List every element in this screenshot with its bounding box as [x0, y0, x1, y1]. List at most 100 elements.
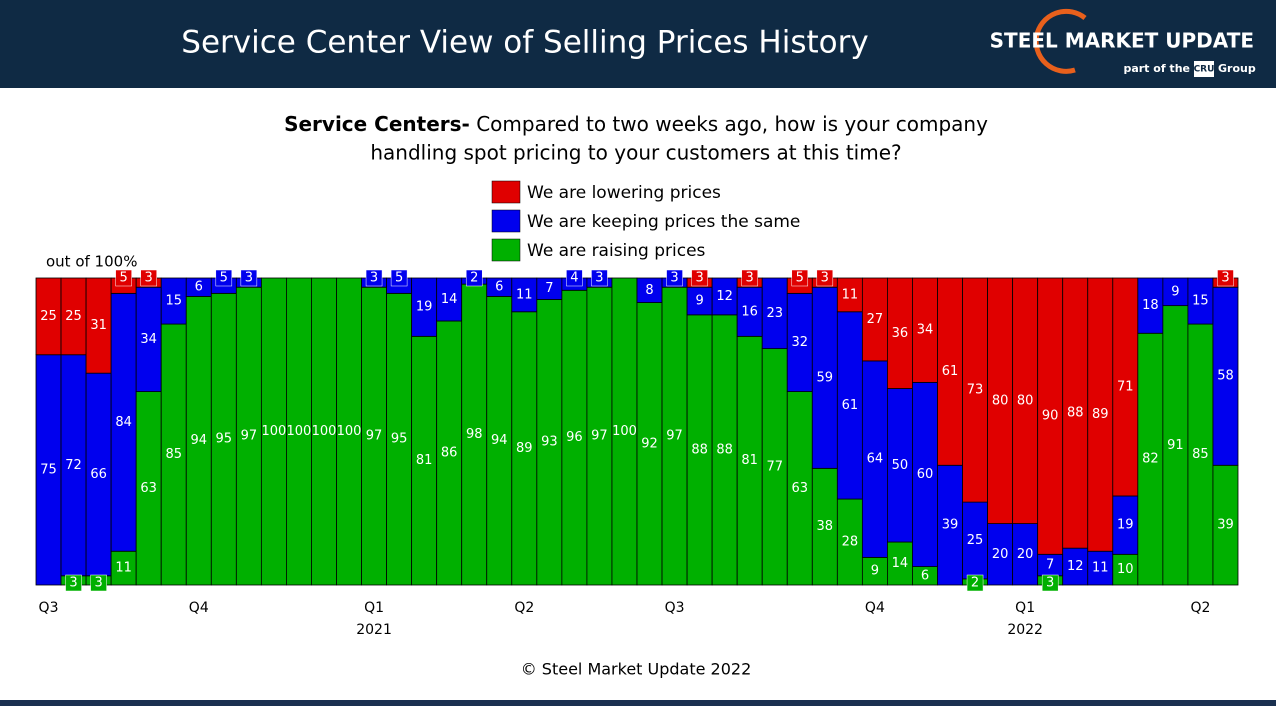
value-label: 98 — [466, 427, 483, 442]
bar-segment — [962, 501, 988, 580]
value-label: 63 — [791, 481, 808, 496]
label-box — [365, 269, 383, 287]
x-tick-label: Q3 — [665, 600, 685, 616]
label-box — [115, 269, 132, 287]
value-label: 3 — [245, 271, 253, 286]
bar-segment — [887, 277, 913, 389]
value-label: 36 — [892, 326, 909, 341]
value-label: 39 — [942, 518, 959, 533]
value-label: 3 — [145, 271, 153, 286]
bar-segment — [35, 354, 62, 586]
value-label: 28 — [842, 535, 859, 550]
value-label: 80 — [992, 393, 1009, 408]
bar-segment — [937, 277, 963, 466]
bar-segment — [836, 277, 863, 313]
bar-segment — [436, 277, 463, 322]
value-label: 75 — [40, 462, 57, 477]
bar-segment — [311, 277, 337, 586]
value-label: 100 — [261, 424, 286, 439]
bar-segment — [260, 277, 287, 586]
value-label: 94 — [491, 433, 508, 448]
value-label: 63 — [140, 481, 157, 496]
bar-segment — [1137, 332, 1164, 586]
value-label: 20 — [992, 547, 1009, 562]
value-label: 3 — [670, 271, 678, 286]
value-label: 34 — [917, 323, 934, 338]
value-label: 88 — [691, 442, 708, 457]
label-box — [816, 269, 834, 287]
bar-segment — [1037, 277, 1064, 555]
logo-arc — [1033, 8, 1087, 74]
logo: STEEL MARKET UPDATE — [990, 29, 1254, 53]
x-tick-label: Q2 — [514, 600, 534, 616]
value-label: 8 — [645, 283, 653, 298]
label-box — [666, 269, 683, 287]
value-label: 34 — [140, 332, 157, 347]
value-label: 84 — [115, 415, 132, 430]
x-tick-label: Q2 — [1190, 600, 1210, 616]
page-title: Service Center View of Selling Prices Hi… — [181, 25, 868, 61]
value-label: 9 — [1171, 284, 1179, 299]
label-box — [691, 269, 708, 287]
value-label: 3 — [370, 271, 378, 286]
label-box — [215, 269, 233, 287]
bar-segment — [811, 467, 838, 586]
bar-segment — [636, 277, 663, 303]
bar-segment — [160, 323, 187, 586]
cru-box — [1194, 61, 1214, 77]
value-label: 61 — [942, 364, 959, 379]
legend-swatch — [491, 209, 521, 233]
value-label: 95 — [391, 432, 408, 447]
value-label: 20 — [1017, 547, 1034, 562]
bar-segment — [586, 286, 613, 586]
value-label: 2 — [470, 271, 478, 286]
footer-band — [0, 700, 1276, 706]
value-label: 18 — [1142, 298, 1159, 313]
bar-segment — [661, 286, 688, 586]
value-label: 3 — [746, 271, 754, 286]
value-label: 25 — [967, 533, 984, 548]
value-label: 25 — [40, 309, 57, 324]
value-label: 59 — [817, 370, 834, 385]
value-label: 3 — [1221, 271, 1229, 286]
value-label: 3 — [94, 576, 102, 591]
value-label: 25 — [65, 309, 82, 324]
bar-segment — [836, 311, 863, 500]
value-label: 72 — [65, 458, 82, 473]
label-box — [966, 574, 984, 592]
bar-segment — [1112, 553, 1139, 586]
bar-segment — [1112, 495, 1139, 555]
value-label: 71 — [1117, 379, 1134, 394]
bar-segment — [185, 296, 212, 586]
value-label: 82 — [1142, 452, 1159, 467]
bar-segment — [1012, 277, 1039, 525]
value-label: 6 — [495, 280, 503, 295]
value-label: 64 — [867, 452, 884, 467]
value-label: 12 — [716, 289, 733, 304]
bar-segment — [736, 286, 763, 337]
x-tick-sublabel: 2022 — [1007, 622, 1043, 638]
bar-segment — [1062, 277, 1089, 549]
bar-segment — [962, 277, 988, 503]
value-label: 27 — [867, 312, 884, 327]
bar-segment — [686, 286, 713, 316]
bar-segment — [987, 523, 1014, 586]
bar-segment — [912, 277, 938, 383]
cru: CRU — [1194, 65, 1215, 75]
value-label: 77 — [766, 459, 783, 474]
value-label: 61 — [842, 398, 859, 413]
value-label: 3 — [695, 271, 703, 286]
bar-segment — [861, 277, 888, 362]
subtitle: handling spot pricing to your customers … — [370, 141, 901, 165]
value-label: 3 — [595, 271, 603, 286]
value-label: 89 — [1092, 407, 1109, 422]
label-box — [240, 269, 258, 287]
value-label: 85 — [1192, 447, 1209, 462]
subtitle-bold: Service Centers- — [284, 112, 470, 136]
legend-label: We are keeping prices the same — [527, 212, 800, 232]
value-label: 38 — [817, 519, 834, 534]
bar-segment — [1187, 323, 1214, 586]
value-label: 85 — [165, 447, 182, 462]
value-label: 88 — [716, 442, 733, 457]
value-label: 73 — [967, 383, 984, 398]
